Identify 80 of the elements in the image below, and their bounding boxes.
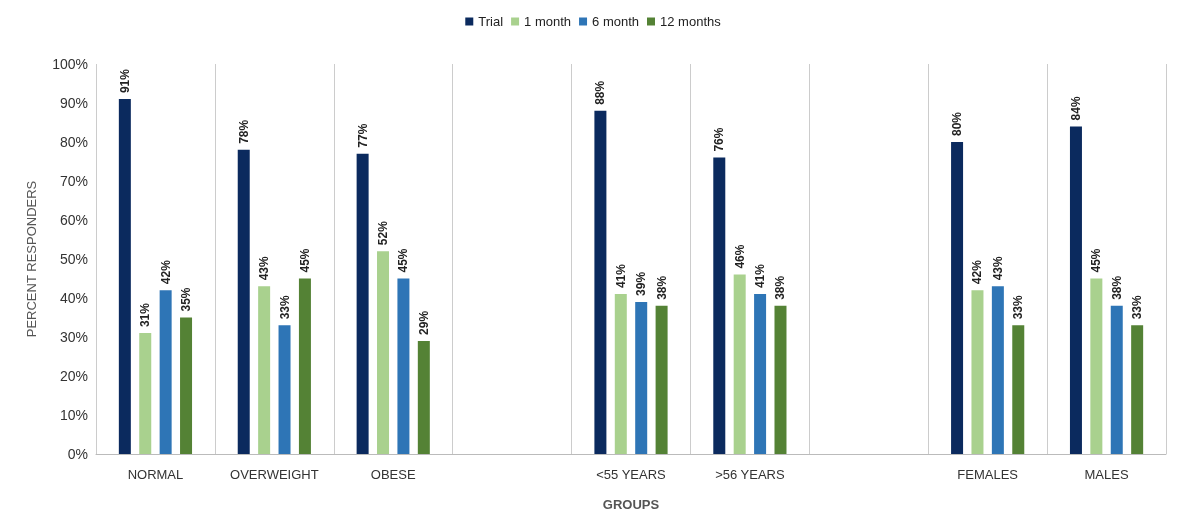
y-tick-label: 50% — [59, 251, 88, 267]
data-label: 29% — [416, 310, 431, 335]
bar — [417, 340, 430, 454]
data-label: 45% — [396, 248, 411, 273]
data-label: 38% — [1109, 275, 1124, 300]
bar — [377, 251, 390, 454]
legend-label: 12 months — [660, 14, 722, 29]
bar — [397, 278, 410, 454]
data-label: 78% — [236, 119, 251, 144]
data-label: 42% — [970, 259, 985, 285]
bar — [356, 153, 369, 454]
data-label: 80% — [950, 111, 965, 136]
x-tick-label: OVERWEIGHT — [230, 467, 319, 482]
y-axis-title: PERCENT RESPONDERS — [24, 180, 39, 338]
data-label: 91% — [117, 68, 132, 94]
bar — [614, 294, 627, 454]
data-label: 38% — [654, 275, 669, 300]
data-label: 31% — [138, 302, 153, 328]
x-tick-label: MALES — [1084, 467, 1129, 482]
data-label: 35% — [179, 287, 194, 312]
bar — [159, 290, 172, 454]
data-label: 33% — [1011, 294, 1026, 320]
data-label: 41% — [613, 263, 628, 289]
bar — [951, 142, 964, 454]
data-label: 41% — [753, 263, 768, 289]
x-tick-label: FEMALES — [957, 467, 1019, 482]
data-label: 88% — [593, 80, 608, 105]
data-label: 33% — [277, 294, 292, 320]
data-label: 77% — [355, 123, 370, 148]
bar — [139, 333, 152, 454]
bar — [713, 157, 726, 454]
bar — [278, 325, 291, 454]
data-label: 84% — [1068, 96, 1083, 121]
bar — [298, 278, 311, 454]
data-label: 43% — [257, 255, 272, 281]
bar — [1090, 278, 1103, 454]
data-label: 76% — [712, 127, 727, 152]
x-tick-label: >56 YEARS — [715, 467, 785, 482]
x-tick-label: OBESE — [370, 467, 416, 482]
bar — [237, 149, 250, 454]
legend-label: Trial — [478, 14, 504, 29]
y-tick-label: 90% — [59, 95, 88, 111]
bar — [180, 317, 193, 454]
bar — [1110, 305, 1123, 454]
data-label: 33% — [1130, 294, 1145, 320]
bar — [1069, 126, 1082, 454]
y-tick-label: 80% — [59, 134, 88, 150]
data-label: 45% — [1089, 248, 1104, 273]
bar — [991, 286, 1004, 454]
legend-label: 1 month — [524, 14, 572, 29]
data-label: 45% — [297, 248, 312, 273]
bar — [971, 290, 984, 454]
legend-label: 6 month — [592, 14, 640, 29]
bar — [733, 274, 746, 454]
data-label: 43% — [990, 255, 1005, 281]
x-axis-title: GROUPS — [602, 497, 660, 512]
x-tick-label: <55 YEARS — [596, 467, 667, 482]
y-tick-label: 10% — [59, 407, 88, 423]
y-tick-label: 60% — [59, 212, 88, 228]
bar — [635, 301, 648, 454]
bar — [594, 110, 607, 454]
bar — [754, 294, 767, 454]
bar — [258, 286, 271, 454]
bar — [1131, 325, 1144, 454]
y-tick-label: 100% — [52, 56, 88, 72]
y-tick-label: 30% — [59, 329, 88, 345]
y-tick-label: 40% — [59, 290, 88, 306]
y-tick-label: 20% — [59, 368, 88, 384]
data-label: 46% — [732, 244, 747, 269]
bar — [118, 99, 131, 454]
data-label: 38% — [773, 275, 788, 300]
data-label: 39% — [634, 271, 649, 296]
x-tick-label: NORMAL — [127, 467, 184, 482]
y-tick-label: 0% — [67, 446, 88, 462]
y-tick-label: 70% — [59, 173, 88, 189]
data-label: 52% — [376, 220, 391, 246]
bar — [655, 305, 668, 454]
data-label: 42% — [158, 259, 173, 285]
bar — [774, 305, 787, 454]
bar — [1012, 325, 1025, 454]
